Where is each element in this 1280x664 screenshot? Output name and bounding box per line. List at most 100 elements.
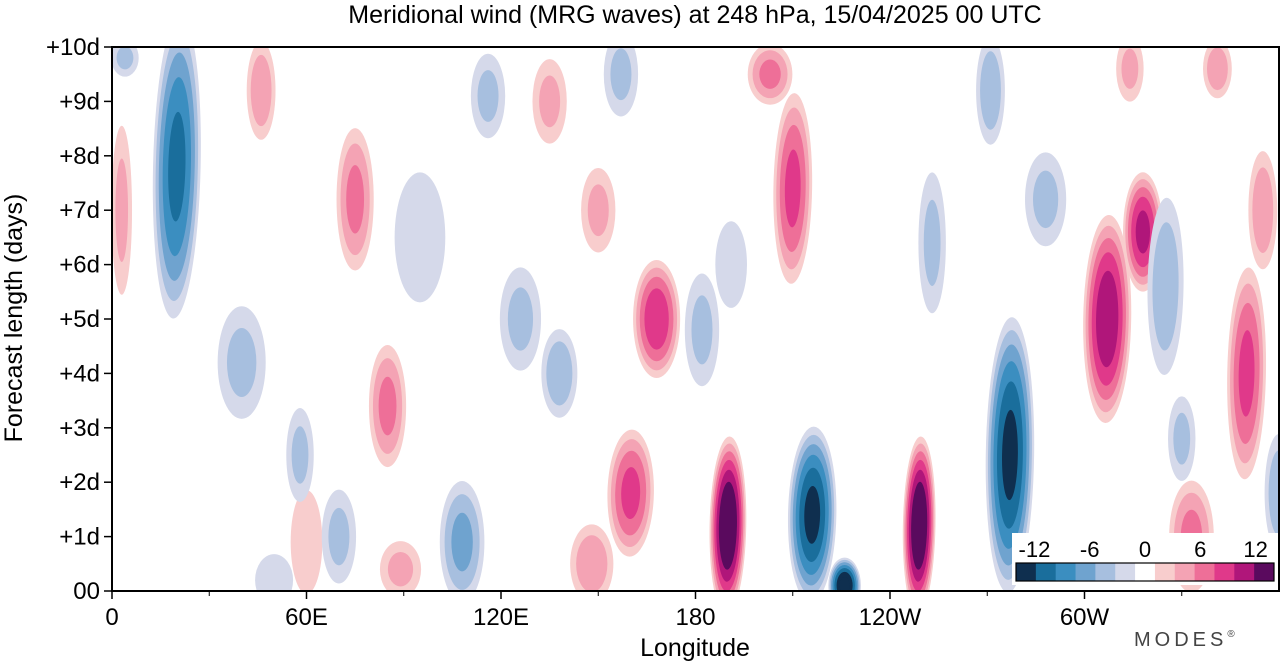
contour-level: [587, 184, 609, 237]
contour-field: [112, 47, 1279, 591]
colorbar-label: 0: [1139, 537, 1151, 562]
colorbar-swatch: [1016, 563, 1037, 581]
contour-feature-3: [217, 306, 266, 419]
contour-feature-7: [290, 490, 323, 591]
y-tick-label: +4d: [59, 360, 100, 387]
colorbar-label: 6: [1194, 537, 1206, 562]
contour-level: [1252, 167, 1274, 253]
y-tick-label: +5d: [59, 306, 100, 333]
colorbar-label: -6: [1080, 537, 1100, 562]
contour-level: [226, 328, 257, 398]
colorbar-swatch: [1234, 563, 1255, 581]
colorbar-swatch: [1254, 563, 1275, 581]
colorbar-swatch: [1174, 563, 1196, 581]
x-tick-label: 60W: [1060, 604, 1110, 631]
contour-feature-42: [1264, 433, 1279, 553]
contour-level: [1206, 47, 1228, 91]
y-tick-label: +3d: [59, 415, 100, 442]
colorbar-swatch: [1194, 563, 1215, 581]
contour-level: [621, 467, 641, 520]
colorbar-swatch: [1154, 563, 1176, 581]
contour-feature-4: [246, 47, 276, 140]
colorbar-swatch: [1214, 563, 1235, 581]
contour-level: [1173, 412, 1191, 465]
colorbar-swatch: [1035, 563, 1057, 581]
contour-feature-18: [603, 47, 639, 117]
contour-feature-37: [1248, 151, 1278, 270]
contour-feature-26: [902, 436, 936, 591]
x-axis: 0 60E 120E 180 120W 60W: [105, 591, 1183, 631]
brand-mark: ®: [1227, 629, 1238, 640]
x-tick-label: 120W: [859, 604, 922, 631]
colorbar-swatch: [1075, 563, 1096, 581]
contour-level: [804, 485, 821, 544]
contour-feature-13: [470, 53, 506, 139]
contour-level: [290, 490, 323, 591]
contour-feature-25: [828, 557, 861, 591]
contour-feature-1: [112, 47, 139, 77]
contour-feature-0: [152, 47, 201, 319]
y-tick-label: +6d: [59, 252, 100, 279]
y-tick-label: +8d: [59, 143, 100, 170]
contour-level: [255, 554, 294, 591]
contour-level: [1032, 170, 1059, 229]
x-axis-label: Longitude: [640, 634, 750, 662]
brand-text: MODES: [1134, 629, 1227, 651]
contour-feature-32: [976, 47, 1005, 145]
contour-feature-16: [532, 59, 567, 144]
colorbar-swatch: [1095, 563, 1116, 581]
contour-feature-10: [255, 554, 294, 591]
y-tick-label: +7d: [59, 197, 100, 224]
y-tick-label: +2d: [59, 469, 100, 496]
contour-feature-19: [633, 259, 681, 379]
contour-level: [1001, 409, 1018, 501]
y-tick-label: +10d: [46, 34, 100, 61]
contour-level: [644, 288, 669, 350]
contour-feature-31: [747, 47, 793, 105]
contour-feature-2: [112, 125, 133, 295]
colorbar-frame: [1015, 562, 1275, 582]
brand-logo: MODES®: [1134, 629, 1239, 651]
contour-feature-33: [918, 172, 946, 314]
contour-level: [1121, 48, 1139, 89]
contour-level: [291, 426, 309, 484]
y-tick-label: +1d: [59, 524, 100, 551]
contour-feature-9: [321, 489, 357, 584]
contour-level: [346, 165, 365, 234]
contour-feature-34: [1025, 152, 1067, 247]
contour-level: [546, 341, 573, 406]
contour-level: [1268, 450, 1279, 536]
contour-level: [914, 498, 925, 553]
contour-level: [1096, 270, 1119, 368]
colorbar-swatch: [1055, 563, 1077, 581]
contour-feature-17: [581, 167, 616, 253]
contour-feature-23: [709, 436, 747, 591]
colorbar-swatch: [1115, 563, 1136, 581]
contour-feature-35: [1147, 197, 1184, 376]
contour-feature-22: [684, 273, 720, 387]
contour-feature-20: [607, 429, 654, 557]
x-tick-label: 180: [675, 604, 715, 631]
contour-feature-40: [1203, 47, 1232, 99]
contour-feature-43: [394, 172, 446, 303]
chart-title: Meridional wind (MRG waves) at 248 hPa, …: [348, 1, 1041, 29]
contour-feature-28: [1083, 215, 1132, 423]
contour-feature-41: [1168, 396, 1196, 481]
contour-level: [759, 59, 781, 89]
y-tick-label: 00: [73, 578, 100, 605]
contour-level: [451, 512, 473, 572]
contour-feature-24: [787, 426, 837, 591]
contour-feature-11: [379, 541, 422, 591]
contour-level: [722, 498, 734, 553]
contour-level: [576, 535, 608, 591]
contour-level: [1238, 330, 1255, 417]
contour-level: [507, 287, 534, 351]
y-axis: 00 +1d +2d +3d +4d +5d +6d +7d +8d +9d +10d: [46, 34, 112, 605]
contour-level: [923, 199, 941, 286]
contour-level: [691, 295, 713, 365]
contour-feature-21: [570, 524, 614, 591]
x-tick-label: 60E: [285, 604, 328, 631]
contour-level: [387, 551, 414, 587]
contour-feature-6: [368, 345, 407, 468]
